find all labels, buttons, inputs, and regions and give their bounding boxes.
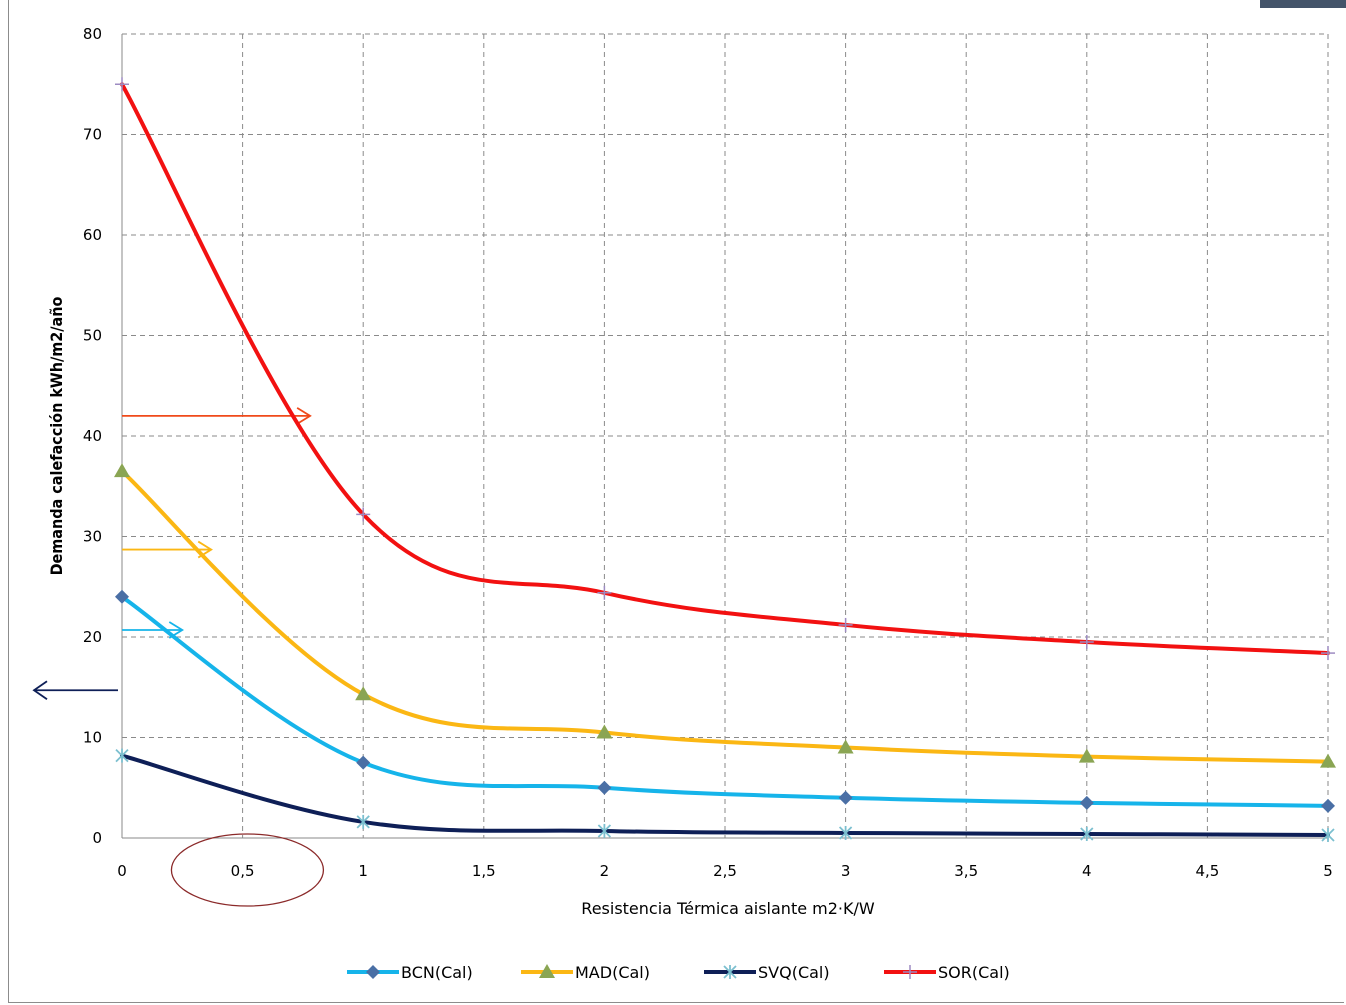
data-point-mad-cal xyxy=(114,463,130,478)
data-point-bcn-cal xyxy=(356,755,371,770)
data-point-mad-cal xyxy=(837,739,854,754)
data-point-svq-cal xyxy=(597,823,612,838)
x-tick-label: 5 xyxy=(1323,862,1333,880)
legend-marker-bcn-cal xyxy=(366,965,380,979)
data-point-mad-cal xyxy=(355,686,372,701)
annotation-arrow-head xyxy=(32,680,48,701)
chart-grid xyxy=(122,33,1329,838)
series-lines xyxy=(120,82,1330,837)
data-point-bcn-cal xyxy=(1079,795,1094,810)
x-tick-label: 0 xyxy=(117,862,127,880)
series-line-svq-cal xyxy=(120,753,1330,837)
data-point-bcn-cal xyxy=(1321,798,1335,813)
data-point-mad-cal xyxy=(596,724,613,739)
data-point-sor-cal xyxy=(356,507,371,522)
y-tick-label: 30 xyxy=(83,528,102,546)
data-point-svq-cal xyxy=(356,814,370,829)
x-tick-label: 2 xyxy=(600,862,610,880)
series-line-mad-cal xyxy=(120,469,1330,764)
corner-tab xyxy=(1260,0,1346,8)
data-point-sor-cal xyxy=(1079,635,1094,650)
data-point-mad-cal xyxy=(1320,753,1336,768)
y-tick-label: 80 xyxy=(83,25,102,43)
x-tick-label: 3 xyxy=(841,862,851,880)
x-tick-label: 0,5 xyxy=(231,862,255,880)
x-tick-label: 1,5 xyxy=(472,862,496,880)
x-tick-label: 4 xyxy=(1082,862,1092,880)
data-point-svq-cal xyxy=(1080,826,1094,841)
data-point-svq-cal xyxy=(1321,827,1335,842)
annotations xyxy=(32,407,325,907)
annotation-arrow-head xyxy=(296,407,312,425)
y-tick-label: 20 xyxy=(83,628,102,646)
series-markers xyxy=(114,77,1336,842)
legend: BCN(Cal) MAD(Cal) SVQ(Cal) SOR(Cal) xyxy=(347,963,1010,982)
y-tick-label: 60 xyxy=(83,226,102,244)
data-point-bcn-cal xyxy=(597,780,612,795)
data-point-bcn-cal xyxy=(838,790,853,805)
data-point-sor-cal xyxy=(838,617,853,632)
legend-marker-mad-cal xyxy=(539,964,555,978)
y-axis-title: Demanda calefacción kWh/m2/año xyxy=(47,296,66,575)
annotation-ellipse xyxy=(170,833,325,907)
y-tick-label: 70 xyxy=(83,126,102,144)
x-tick-label: 4,5 xyxy=(1195,862,1219,880)
data-point-mad-cal xyxy=(1078,748,1095,763)
y-tick-label: 10 xyxy=(83,729,102,747)
y-tick-label: 40 xyxy=(83,427,102,445)
y-tick-label: 0 xyxy=(92,829,102,847)
chart-frame xyxy=(8,0,1344,1003)
y-tick-label: 50 xyxy=(83,327,102,345)
chart-axes xyxy=(121,34,1328,839)
data-point-sor-cal xyxy=(115,77,129,92)
legend-label-bcn-cal: BCN(Cal) xyxy=(401,963,473,982)
legend-label-sor-cal: SOR(Cal) xyxy=(938,963,1010,982)
data-point-sor-cal xyxy=(597,585,612,600)
x-tick-label: 3,5 xyxy=(954,862,978,880)
data-point-sor-cal xyxy=(1321,646,1335,661)
legend-label-mad-cal: MAD(Cal) xyxy=(575,963,650,982)
series-line-bcn-cal xyxy=(120,594,1330,808)
legend-marker-svq-cal xyxy=(723,965,737,979)
x-axis-title: Resistencia Térmica aislante m2·K/W xyxy=(581,899,875,918)
x-tick-label: 2,5 xyxy=(713,862,737,880)
series-line-sor-cal xyxy=(120,82,1330,656)
data-point-bcn-cal xyxy=(115,589,129,604)
data-point-svq-cal xyxy=(115,748,129,763)
data-point-svq-cal xyxy=(838,825,853,840)
legend-marker-sor-cal xyxy=(903,965,917,979)
x-tick-label: 1 xyxy=(358,862,368,880)
legend-label-svq-cal: SVQ(Cal) xyxy=(758,963,830,982)
tick-labels: 0 10 20 30 40 50 60 70 80 0 0,5 1 1,5 2 2,5 3 3,5 4 4,5 5 xyxy=(83,25,1333,880)
